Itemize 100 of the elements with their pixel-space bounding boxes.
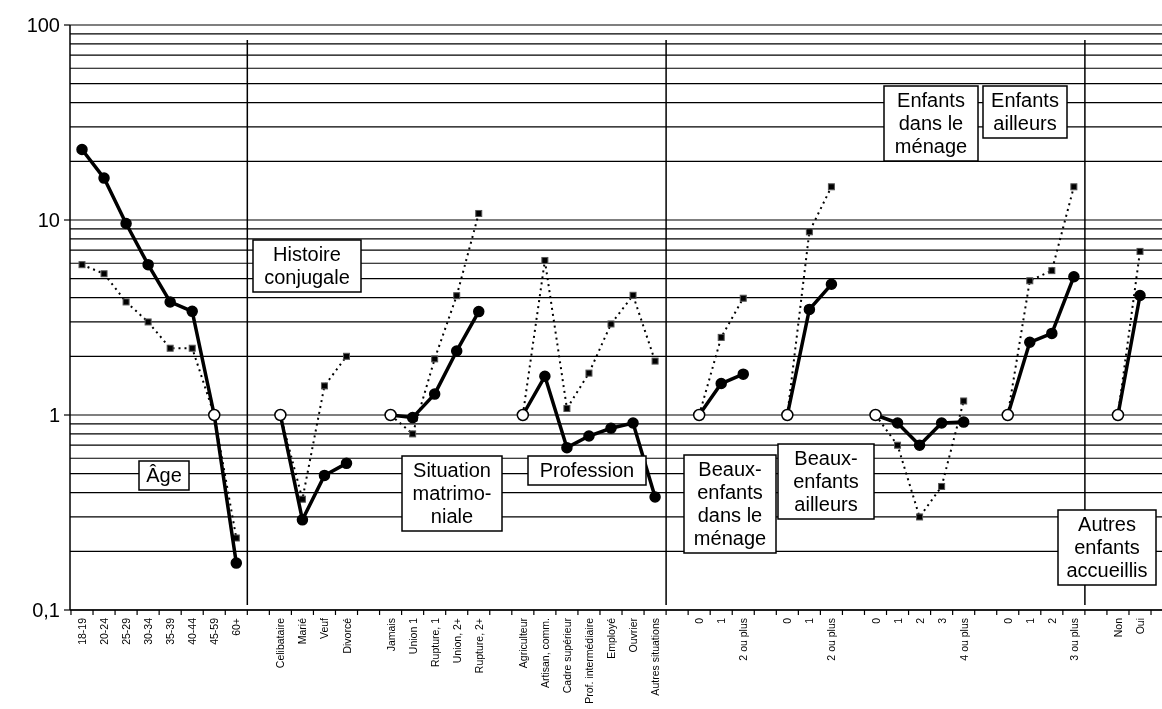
x-tick-label: 1	[715, 617, 728, 624]
point	[1070, 183, 1078, 191]
point	[296, 514, 309, 526]
x-tick-label: Jamais	[384, 618, 397, 652]
x-tick-label: Rupture, 1	[428, 617, 441, 668]
point	[76, 143, 88, 156]
x-tick-label: 1	[1023, 617, 1036, 624]
point	[166, 344, 174, 352]
point	[891, 417, 904, 429]
x-tick-label: Autres situations	[649, 618, 662, 696]
y-tick-label: 10	[37, 209, 60, 231]
x-tick-label: 0	[781, 617, 794, 624]
x-tick-label: 35-39	[164, 617, 177, 645]
point	[122, 298, 130, 306]
x-tick-label: Divorcé	[340, 617, 353, 654]
x-tick-label: 30-34	[142, 617, 155, 645]
point	[539, 370, 551, 383]
annotation: Beaux- enfants dans le ménage	[693, 458, 767, 549]
x-tick-label: 3 ou plus	[1067, 618, 1080, 661]
point	[320, 382, 328, 390]
point	[1024, 336, 1036, 349]
point	[428, 388, 441, 400]
annotation: Histoire conjugale	[264, 243, 350, 288]
point	[805, 228, 813, 236]
point	[803, 303, 816, 316]
point	[739, 294, 747, 302]
x-tick-label: 1	[891, 617, 904, 624]
point	[186, 305, 198, 318]
x-tick-label: Prof. intermédiaire	[582, 617, 595, 704]
point	[120, 217, 132, 230]
annotation: Autres enfants accueillis	[1066, 513, 1148, 581]
point	[318, 469, 331, 482]
point	[627, 417, 639, 429]
x-tick-label: 45-59	[208, 617, 221, 645]
x-tick-label: Marié	[296, 617, 309, 645]
point	[340, 457, 353, 470]
x-tick-label: 0	[869, 617, 882, 624]
x-tick-label: Veuf	[318, 617, 331, 640]
x-tick-label: Artisan, comm.	[538, 618, 551, 689]
point	[164, 296, 176, 308]
x-tick-label: 2 ou plus	[737, 618, 750, 661]
point	[298, 495, 306, 503]
point	[142, 258, 154, 271]
point	[717, 333, 725, 341]
point	[232, 534, 240, 542]
x-tick-label: 20-24	[98, 617, 111, 645]
x-tick-label: 2 ou plus	[825, 618, 838, 661]
annotation: Situation matrimo- niale	[412, 459, 492, 527]
annotation: Profession	[539, 459, 635, 481]
point	[913, 439, 926, 451]
point	[827, 183, 835, 191]
x-tick-label: 1	[803, 617, 816, 624]
point	[78, 261, 86, 269]
point	[894, 441, 902, 449]
point	[98, 172, 110, 184]
point	[649, 491, 661, 503]
x-tick-label: Ouvrier	[627, 617, 640, 653]
x-tick-label: Celibataire	[274, 617, 287, 669]
x-tick-label: 2	[913, 617, 926, 624]
y-tick-label: 100	[26, 14, 60, 36]
point	[607, 320, 615, 328]
point	[144, 318, 152, 326]
x-tick-label: 3	[935, 617, 948, 624]
point	[475, 209, 483, 217]
x-tick-label: 0	[693, 617, 706, 624]
point	[960, 397, 968, 405]
point	[935, 417, 948, 429]
point	[938, 482, 946, 490]
point	[585, 369, 593, 377]
point	[406, 411, 419, 424]
point	[100, 270, 108, 278]
point	[453, 292, 461, 300]
x-tick-label: 4 ou plus	[957, 618, 970, 661]
x-tick-label: 40-44	[186, 617, 199, 645]
point	[1046, 327, 1058, 340]
x-tick-label: Union 1	[406, 617, 419, 655]
x-tick-label: 60+	[230, 618, 243, 636]
x-tick-label: 18-19	[76, 617, 88, 645]
annotation: Âge	[146, 464, 182, 486]
point	[1048, 267, 1056, 275]
point	[629, 291, 637, 299]
y-tick-label: 0,1	[32, 599, 60, 621]
x-tick-label: Oui	[1134, 618, 1146, 635]
point	[583, 430, 595, 442]
x-tick-label: Agriculteur	[516, 617, 529, 669]
x-tick-label: 0	[1001, 617, 1014, 624]
point	[1026, 277, 1034, 285]
x-tick-label: Rupture, 2+	[472, 618, 485, 674]
point	[916, 513, 924, 521]
point	[605, 422, 617, 435]
point	[715, 377, 727, 390]
point	[561, 441, 573, 454]
point	[651, 357, 659, 365]
x-tick-label: Employé	[605, 617, 617, 659]
point	[957, 416, 970, 428]
point	[473, 305, 485, 318]
point	[1068, 270, 1080, 283]
point	[1136, 247, 1144, 255]
annotation: Enfants ailleurs	[991, 89, 1059, 134]
x-tick-label: Non	[1111, 617, 1124, 638]
